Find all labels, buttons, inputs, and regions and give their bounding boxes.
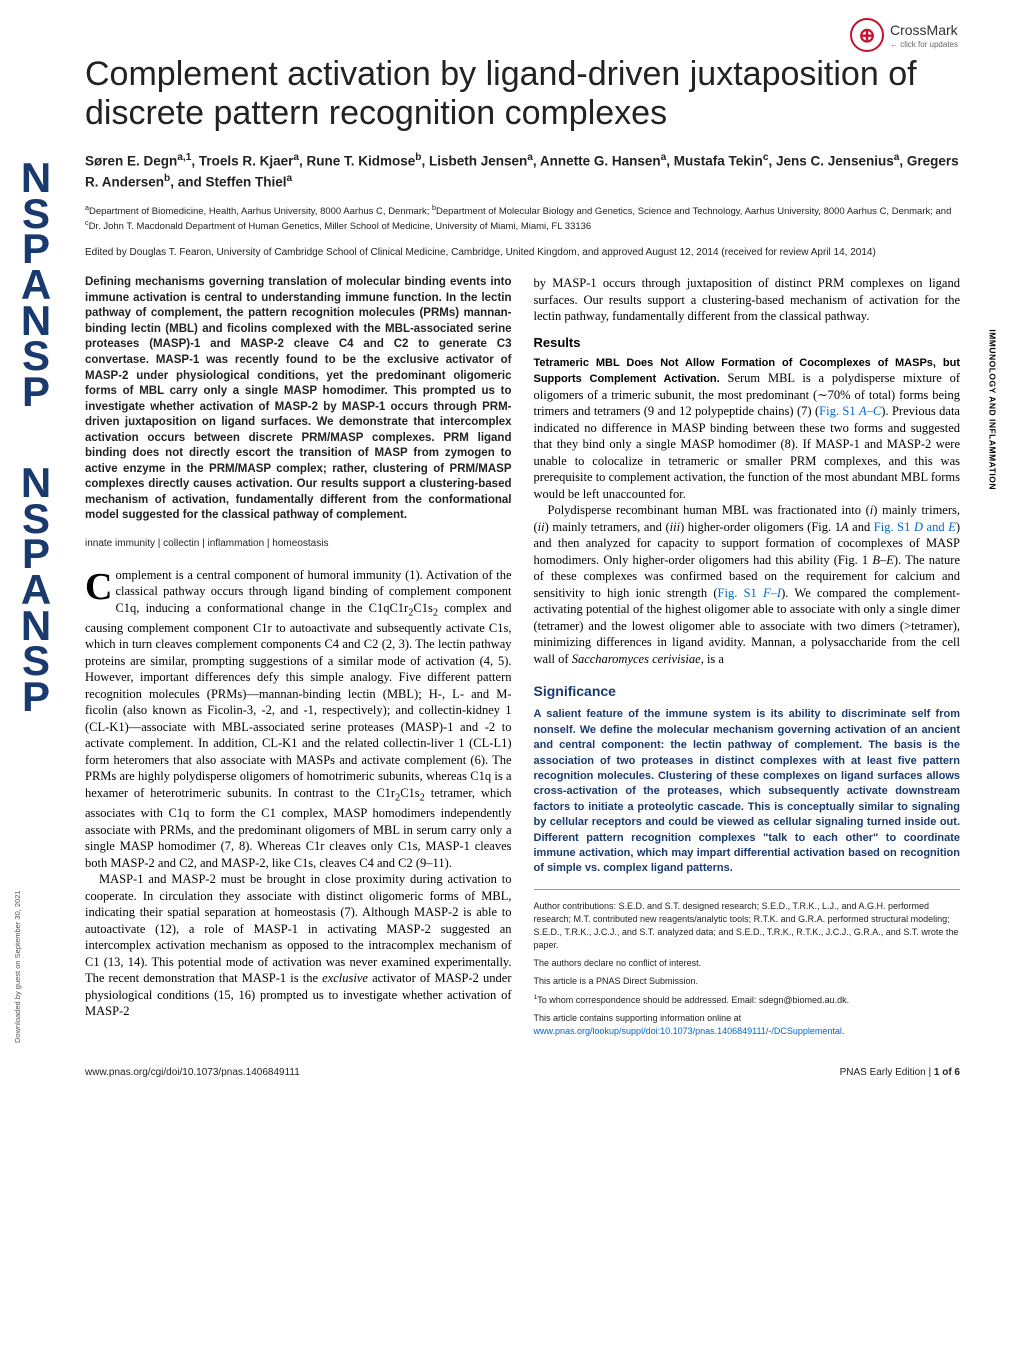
crossmark-label: CrossMark — [890, 22, 958, 38]
author-contributions: Author contributions: S.E.D. and S.T. de… — [534, 900, 961, 952]
significance-text: A salient feature of the immune system i… — [534, 707, 961, 876]
affiliations: aDepartment of Biomedicine, Health, Aarh… — [85, 204, 960, 234]
col2-continuation: by MASP-1 occurs through juxtaposition o… — [534, 275, 961, 325]
results-heading: Results — [534, 335, 961, 350]
significance-heading: Significance — [534, 683, 961, 699]
article-title: Complement activation by ligand-driven j… — [85, 55, 960, 133]
crossmark-icon: ⊕ — [850, 18, 884, 52]
conflict-statement: The authors declare no conflict of inter… — [534, 957, 961, 970]
right-column: by MASP-1 occurs through juxtaposition o… — [534, 275, 961, 1043]
abstract-text: Defining mechanisms governing translatio… — [85, 275, 512, 523]
results-body: Tetrameric MBL Does Not Allow Formation … — [534, 354, 961, 668]
author-list: Søren E. Degna,1, Troels R. Kjaera, Rune… — [85, 151, 960, 192]
footnote-divider — [534, 889, 961, 890]
results-para-2: Polydisperse recombinant human MBL was f… — [534, 502, 961, 667]
footer-page-number: PNAS Early Edition | 1 of 6 — [840, 1067, 960, 1078]
footer-doi: www.pnas.org/cgi/doi/10.1073/pnas.140684… — [85, 1067, 300, 1078]
correspondence: 1To whom correspondence should be addres… — [534, 993, 961, 1007]
crossmark-sublabel: ← click for updates — [890, 40, 958, 49]
submission-type: This article is a PNAS Direct Submission… — [534, 975, 961, 988]
results-para-1: Tetrameric MBL Does Not Allow Formation … — [534, 354, 961, 503]
right-lead-text: by MASP-1 occurs through juxtaposition o… — [534, 275, 961, 325]
footnotes: Author contributions: S.E.D. and S.T. de… — [534, 900, 961, 1038]
crossmark-badge[interactable]: ⊕ CrossMark ← click for updates — [850, 18, 958, 52]
keywords: innate immunity | collectin | inflammati… — [85, 538, 512, 549]
intro-body: Complement is a central component of hum… — [85, 567, 512, 1020]
left-column: Defining mechanisms governing translatio… — [85, 275, 512, 1043]
intro-para-2: MASP-1 and MASP-2 must be brought in clo… — [85, 871, 512, 1020]
significance-box: Significance A salient feature of the im… — [534, 683, 961, 876]
editor-info: Edited by Douglas T. Fearon, University … — [85, 246, 960, 260]
page-footer: www.pnas.org/cgi/doi/10.1073/pnas.140684… — [85, 1067, 960, 1078]
intro-para-1: Complement is a central component of hum… — [85, 567, 512, 872]
supporting-info: This article contains supporting informa… — [534, 1012, 961, 1038]
